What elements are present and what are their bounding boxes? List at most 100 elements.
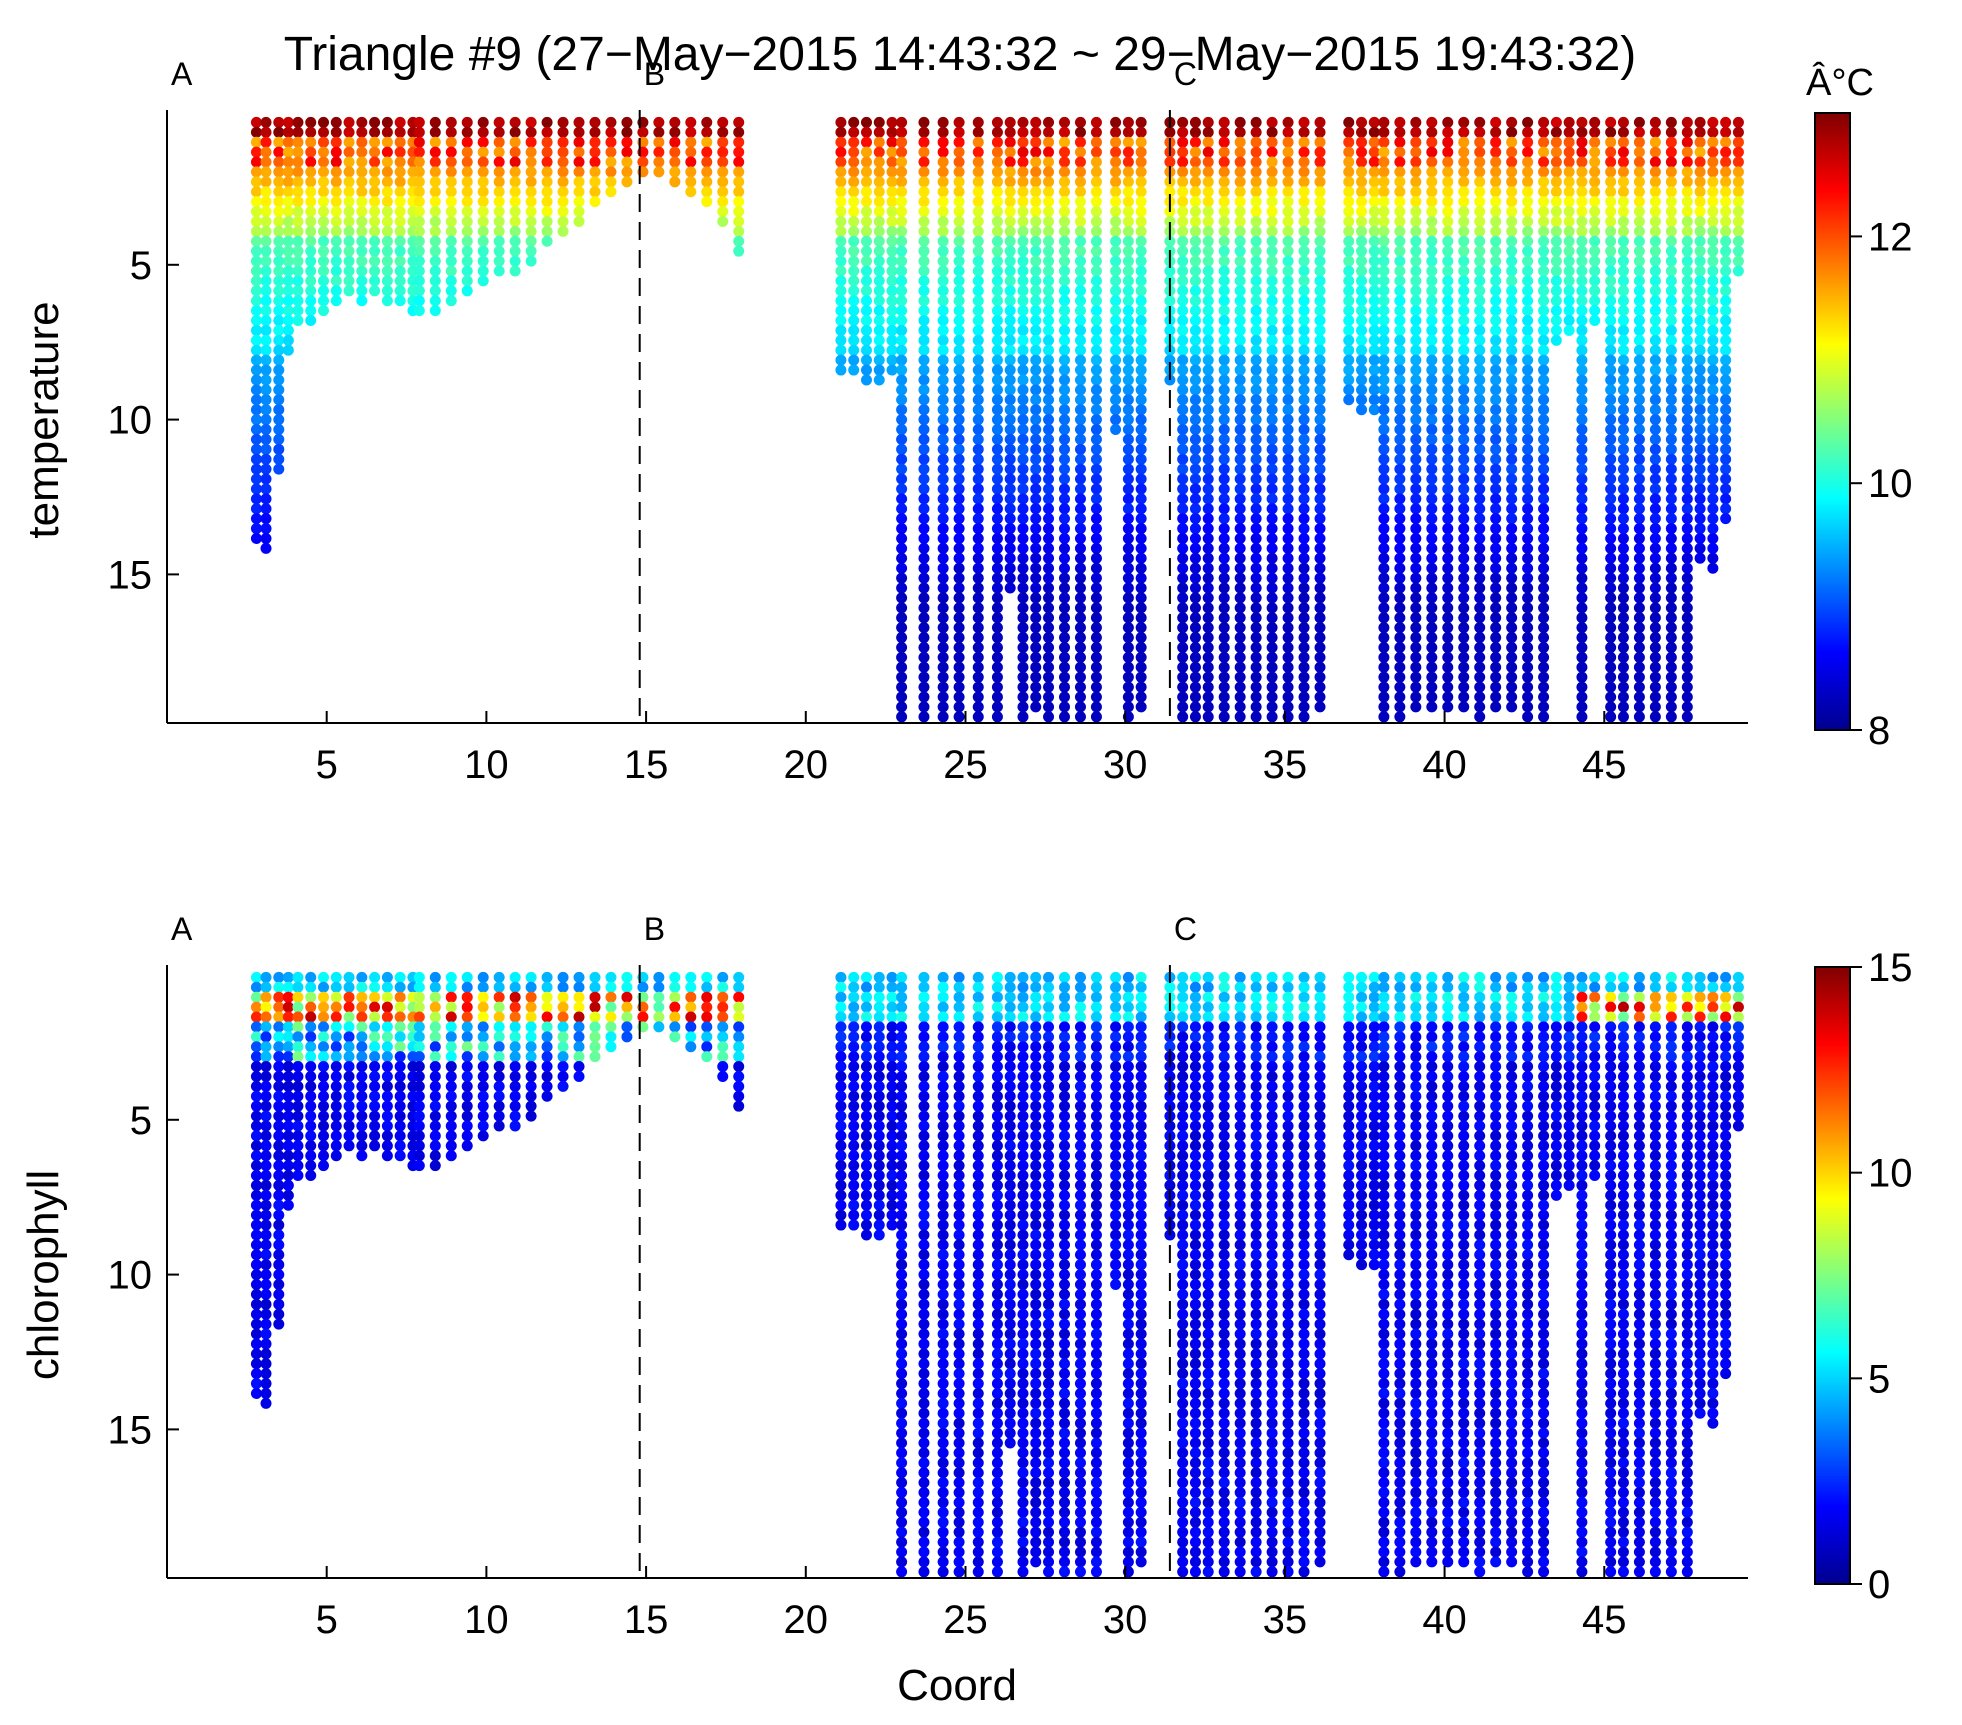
temperature-sample-point — [1442, 582, 1454, 594]
temperature-sample-point — [972, 374, 984, 386]
temperature-sample-point — [1378, 582, 1390, 594]
temperature-sample-point — [1720, 166, 1732, 178]
temperature-sample-point — [1250, 235, 1262, 247]
temperature-sample-point — [918, 523, 930, 535]
temperature-sample-point — [1266, 126, 1278, 138]
temperature-sample-point — [1538, 661, 1550, 673]
temperature-sample-point — [1681, 443, 1693, 455]
chlorophyll-sample-point — [896, 1536, 908, 1548]
temperature-sample-point — [394, 215, 406, 227]
temperature-sample-point — [1110, 215, 1122, 227]
chlorophyll-sample-point — [1030, 1318, 1042, 1330]
temperature-sample-point — [1250, 384, 1262, 396]
temperature-sample-point — [1694, 265, 1706, 277]
chlorophyll-sample-point — [972, 1546, 984, 1558]
temperature-sample-point — [1250, 225, 1262, 237]
temperature-xtick-label: 35 — [1263, 743, 1308, 787]
temperature-sample-point — [937, 225, 949, 237]
temperature-sample-point — [1681, 473, 1693, 485]
temperature-sample-point — [1426, 374, 1438, 386]
temperature-sample-point — [1266, 532, 1278, 544]
temperature-sample-point — [991, 206, 1003, 218]
temperature-sample-point — [1538, 196, 1550, 208]
temperature-sample-point — [1135, 424, 1147, 436]
temperature-sample-point — [305, 295, 317, 307]
temperature-sample-point — [1058, 463, 1070, 475]
temperature-sample-point — [1250, 542, 1262, 554]
temperature-sample-point — [1368, 215, 1380, 227]
temperature-sample-point — [1394, 146, 1406, 158]
temperature-sample-point — [1649, 344, 1661, 356]
temperature-sample-point — [1458, 364, 1470, 376]
temperature-sample-point — [1458, 146, 1470, 158]
chlorophyll-sample-point — [260, 1080, 272, 1092]
temperature-sample-point — [1576, 295, 1588, 307]
temperature-sample-point — [886, 334, 898, 346]
chlorophyll-sample-point — [886, 1219, 898, 1231]
temperature-sample-point — [605, 156, 617, 168]
temperature-sample-point — [1506, 225, 1518, 237]
chlorophyll-sample-point — [685, 1011, 697, 1023]
temperature-sample-point — [873, 265, 885, 277]
temperature-sample-point — [1426, 225, 1438, 237]
temperature-sample-point — [1522, 374, 1534, 386]
temperature-sample-point — [413, 265, 425, 277]
temperature-sample-point — [445, 225, 457, 237]
temperature-sample-point — [369, 186, 381, 198]
chlorophyll-sample-point — [848, 1001, 860, 1013]
chlorophyll-sample-point — [1017, 1407, 1029, 1419]
temperature-sample-point — [1550, 176, 1562, 188]
chlorophyll-sample-point — [701, 1041, 713, 1053]
temperature-sample-point — [918, 324, 930, 336]
temperature-sample-point — [1177, 265, 1189, 277]
temperature-sample-point — [1250, 602, 1262, 614]
chlorophyll-sample-point — [972, 1447, 984, 1459]
temperature-sample-point — [1605, 324, 1617, 336]
chlorophyll-sample-point — [937, 1387, 949, 1399]
temperature-sample-point — [1538, 513, 1550, 525]
chlorophyll-sample-point — [991, 1189, 1003, 1201]
temperature-sample-point — [1538, 612, 1550, 624]
temperature-sample-point — [1234, 166, 1246, 178]
temperature-sample-point — [1410, 404, 1422, 416]
chlorophyll-sample-point — [896, 1358, 908, 1370]
temperature-sample-point — [1030, 651, 1042, 663]
temperature-sample-point — [1298, 404, 1310, 416]
temperature-sample-point — [1343, 116, 1355, 128]
temperature-sample-point — [1074, 384, 1086, 396]
chlorophyll-sample-point — [330, 1041, 342, 1053]
temperature-sample-point — [1394, 295, 1406, 307]
temperature-sample-point — [1378, 473, 1390, 485]
temperature-sample-point — [1177, 691, 1189, 703]
chlorophyll-sample-point — [525, 1100, 537, 1112]
chlorophyll-sample-point — [305, 1001, 317, 1013]
temperature-sample-point — [1282, 215, 1294, 227]
temperature-sample-point — [1378, 324, 1390, 336]
temperature-sample-point — [330, 235, 342, 247]
chlorophyll-sample-point — [918, 1229, 930, 1241]
chlorophyll-sample-point — [991, 1150, 1003, 1162]
chlorophyll-sample-point — [937, 1566, 949, 1578]
chlorophyll-sample-point — [493, 1110, 505, 1122]
temperature-sample-point — [1665, 315, 1677, 327]
chlorophyll-sample-point — [1004, 1130, 1016, 1142]
temperature-sample-point — [1665, 433, 1677, 445]
temperature-sample-point — [860, 176, 872, 188]
temperature-sample-point — [318, 225, 330, 237]
temperature-sample-point — [1681, 374, 1693, 386]
temperature-sample-point — [1522, 364, 1534, 376]
temperature-sample-point — [1458, 334, 1470, 346]
temperature-sample-point — [413, 255, 425, 267]
temperature-sample-point — [305, 206, 317, 218]
temperature-sample-point — [1694, 315, 1706, 327]
temperature-sample-point — [1266, 206, 1278, 218]
chlorophyll-sample-point — [848, 1031, 860, 1043]
temperature-sample-point — [1506, 443, 1518, 455]
temperature-sample-point — [260, 424, 272, 436]
temperature-sample-point — [972, 146, 984, 158]
temperature-sample-point — [1681, 126, 1693, 138]
chlorophyll-sample-point — [1017, 1397, 1029, 1409]
temperature-sample-point — [1074, 433, 1086, 445]
temperature-sample-point — [1282, 661, 1294, 673]
